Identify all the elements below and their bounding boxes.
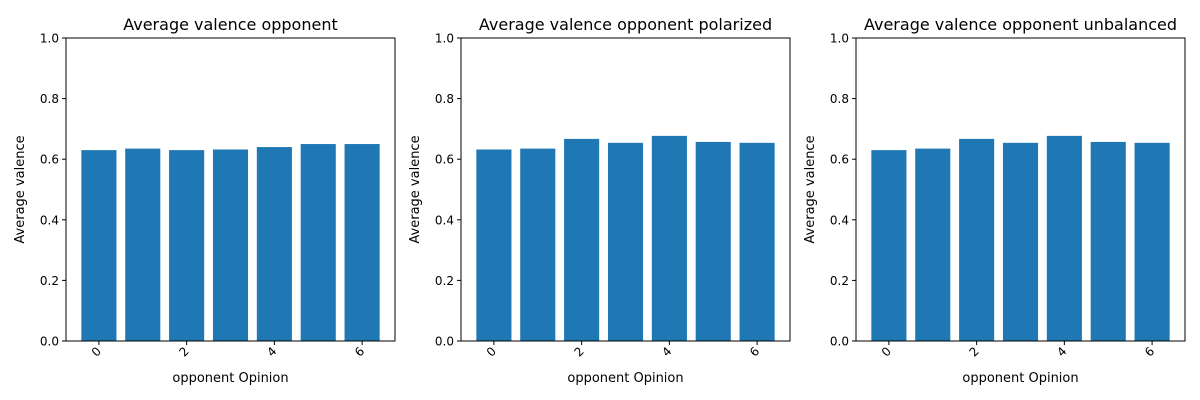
axes-frame — [65, 37, 396, 342]
bar-1 — [520, 148, 556, 341]
x-axis-label: opponent Opinion — [962, 371, 1078, 386]
y-tick-label: 0.0 — [830, 335, 849, 349]
x-tick-label: 2 — [571, 344, 586, 359]
axes-frame — [855, 37, 1186, 342]
bar-4 — [256, 147, 292, 341]
bar-0 — [871, 150, 907, 341]
y-tick-label: 0.2 — [830, 274, 849, 288]
x-axis-label: opponent Opinion — [172, 371, 288, 386]
x-tick-label: 0 — [484, 344, 499, 359]
y-axis-label: Average valence — [803, 135, 818, 243]
y-tick-label: 1.0 — [40, 32, 59, 46]
y-tick-label: 0.8 — [830, 92, 849, 106]
bar-0 — [476, 149, 512, 341]
y-tick-label: 0.4 — [435, 213, 454, 227]
x-tick-label: 6 — [1142, 344, 1157, 359]
x-tick-label: 0 — [879, 344, 894, 359]
chart-panel-2: 0.0 0.2 0.4 0.6 0.8 1.0 0 2 4 6 Average valence op… — [803, 15, 1186, 386]
x-tick-label: 0 — [89, 344, 104, 359]
y-tick-label: 0.8 — [40, 92, 59, 106]
bar-4 — [651, 135, 687, 341]
y-axis-label: Average valence — [408, 135, 423, 243]
y-tick-label: 0.8 — [435, 92, 454, 106]
bar-6 — [739, 142, 775, 341]
x-tick-label: 4 — [1054, 344, 1069, 359]
axes-frame — [460, 37, 791, 342]
bar-4 — [1046, 135, 1082, 341]
bar-1 — [125, 148, 161, 341]
bar-5 — [300, 144, 336, 341]
chart-title: Average valence opponent unbalanced — [864, 15, 1177, 34]
bar-2 — [959, 138, 995, 341]
y-tick-label: 1.0 — [830, 32, 849, 46]
y-tick-label: 0.0 — [40, 335, 59, 349]
y-tick-label: 0.2 — [40, 274, 59, 288]
bar-3 — [607, 142, 644, 341]
y-axis-label: Average valence — [13, 135, 28, 243]
x-tick-label: 4 — [264, 344, 279, 359]
bar-3 — [1002, 142, 1039, 341]
chart-title: Average valence opponent polarized — [479, 15, 772, 34]
bar-1 — [915, 148, 951, 341]
bar-2 — [169, 150, 205, 341]
x-tick-label: 6 — [747, 344, 762, 359]
y-tick-label: 0.6 — [435, 153, 454, 167]
x-tick-label: 2 — [176, 344, 191, 359]
bar-2 — [564, 138, 600, 341]
x-tick-label: 4 — [659, 344, 674, 359]
y-tick-label: 1.0 — [435, 32, 454, 46]
y-tick-label: 0.4 — [40, 213, 59, 227]
y-tick-label: 0.2 — [435, 274, 454, 288]
bar-5 — [1090, 141, 1126, 341]
bar-5 — [695, 141, 731, 341]
bar-0 — [81, 150, 117, 341]
y-tick-label: 0.6 — [830, 153, 849, 167]
chart-title: Average valence opponent — [123, 15, 338, 34]
y-tick-label: 0.4 — [830, 213, 849, 227]
chart-panel-0: 0.0 0.2 0.4 0.6 0.8 1.0 0 2 4 6 Average valence op… — [13, 15, 396, 386]
bar-3 — [212, 149, 249, 341]
bar-6 — [344, 144, 380, 341]
chart-panel-1: 0.0 0.2 0.4 0.6 0.8 1.0 0 2 4 6 Average valence op… — [408, 15, 791, 386]
x-tick-label: 6 — [352, 344, 367, 359]
x-axis-label: opponent Opinion — [567, 371, 683, 386]
y-tick-label: 0.0 — [435, 335, 454, 349]
bar-6 — [1134, 142, 1170, 341]
x-tick-label: 2 — [966, 344, 981, 359]
y-tick-label: 0.6 — [40, 153, 59, 167]
